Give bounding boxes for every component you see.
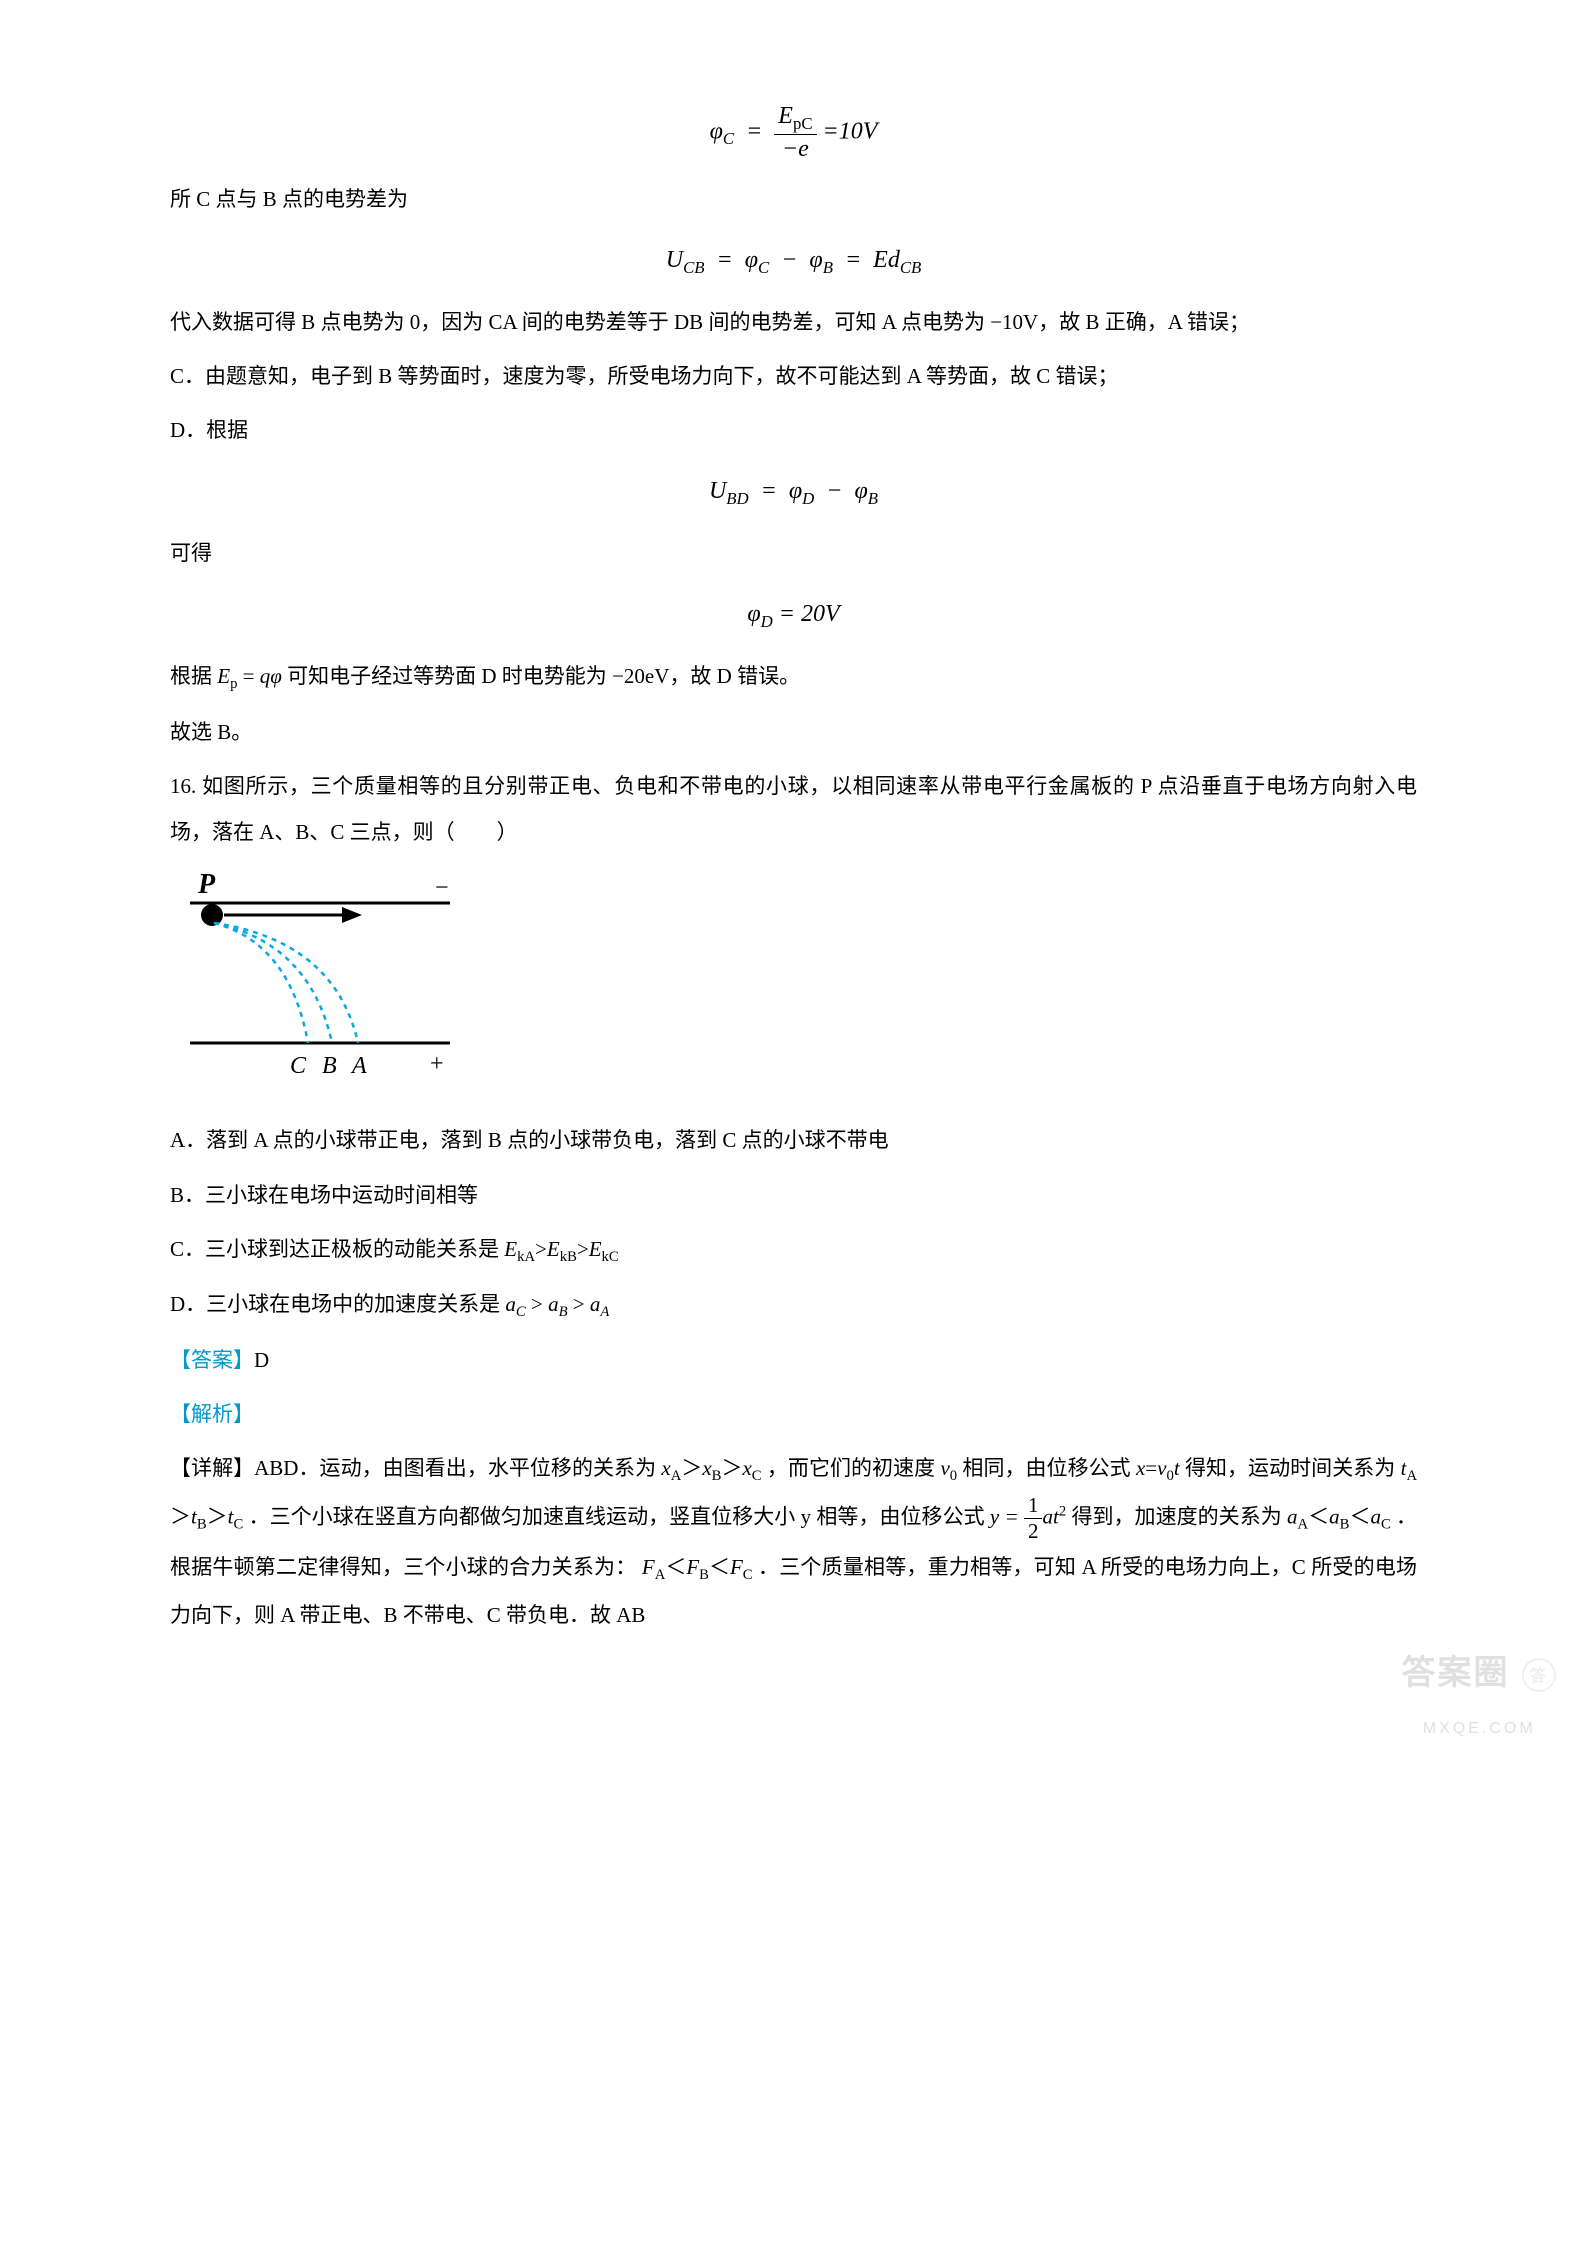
answer-value: D — [254, 1348, 269, 1372]
label-plus: + — [430, 1051, 444, 1077]
ball-icon — [201, 904, 223, 926]
fraction: EpC −e — [774, 102, 816, 164]
trajectory-a — [214, 923, 358, 1043]
label-b: B — [322, 1053, 337, 1079]
text-line: C．由题意知，电子到 B 等势面时，速度为零，所受电场力向下，故不可能达到 A … — [170, 353, 1417, 399]
option-a: A．落到 A 点的小球带正电，落到 B 点的小球带负电，落到 C 点的小球不带电 — [170, 1117, 1417, 1163]
trajectory-b — [214, 923, 332, 1043]
svg-text:答: 答 — [1530, 1666, 1548, 1685]
diagram-parallel-plates: P − + C B A — [170, 873, 1417, 1099]
formula-phi-c: φC = EpC −e =10V — [170, 102, 1417, 164]
text-line: 可得 — [170, 530, 1417, 576]
text-line: D．根据 — [170, 407, 1417, 453]
label-c: C — [290, 1053, 307, 1079]
option-b: B．三小球在电场中运动时间相等 — [170, 1172, 1417, 1218]
fraction-half: 12 — [1024, 1493, 1043, 1544]
label-minus: − — [435, 875, 449, 901]
text-line: 所 C 点与 B 点的电势差为 — [170, 176, 1417, 222]
watermark-top: 答案圈 答 — [1402, 1636, 1557, 1711]
text-line: 根据 Ep = qφ 可知电子经过等势面 D 时电势能为 −20eV，故 D 错… — [170, 653, 1417, 701]
watermark-bottom: MXQE.COM — [1402, 1711, 1557, 1746]
watermark-seal-icon: 答 — [1521, 1657, 1557, 1693]
formula-phi-d: φD = 20V — [170, 588, 1417, 641]
analysis-label-line: 【解析】 — [170, 1391, 1417, 1437]
diagram-svg: P − + C B A — [170, 873, 470, 1083]
analysis-label: 【解析】 — [170, 1402, 254, 1426]
formula-ucb: UCB = φC − φB = EdCB — [170, 234, 1417, 287]
option-d: D．三小球在电场中的加速度关系是 aC > aB > aA — [170, 1281, 1417, 1329]
label-p: P — [197, 873, 216, 900]
option-c: C．三小球到达正极板的动能关系是 EkA>EkB>EkC — [170, 1226, 1417, 1274]
velocity-arrow-head — [342, 907, 362, 923]
label-a: A — [350, 1053, 367, 1079]
var-phi: φ — [710, 118, 723, 144]
answer-line: 【答案】D — [170, 1337, 1417, 1383]
text-line: 代入数据可得 B 点电势为 0，因为 CA 间的电势差等于 DB 间的电势差，可… — [170, 299, 1417, 345]
question-16-stem: 16. 如图所示，三个质量相等的且分别带正电、负电和不带电的小球，以相同速率从带… — [170, 763, 1417, 855]
answer-label: 【答案】 — [170, 1348, 254, 1372]
text-line: 故选 B。 — [170, 709, 1417, 755]
watermark: 答案圈 答 MXQE.COM — [1402, 1636, 1557, 1746]
formula-ubd: UBD = φD − φB — [170, 465, 1417, 518]
detail-paragraph: 【详解】ABD．运动，由图看出，水平位移的关系为 xA＞xB＞xC ，而它们的初… — [170, 1445, 1417, 1638]
